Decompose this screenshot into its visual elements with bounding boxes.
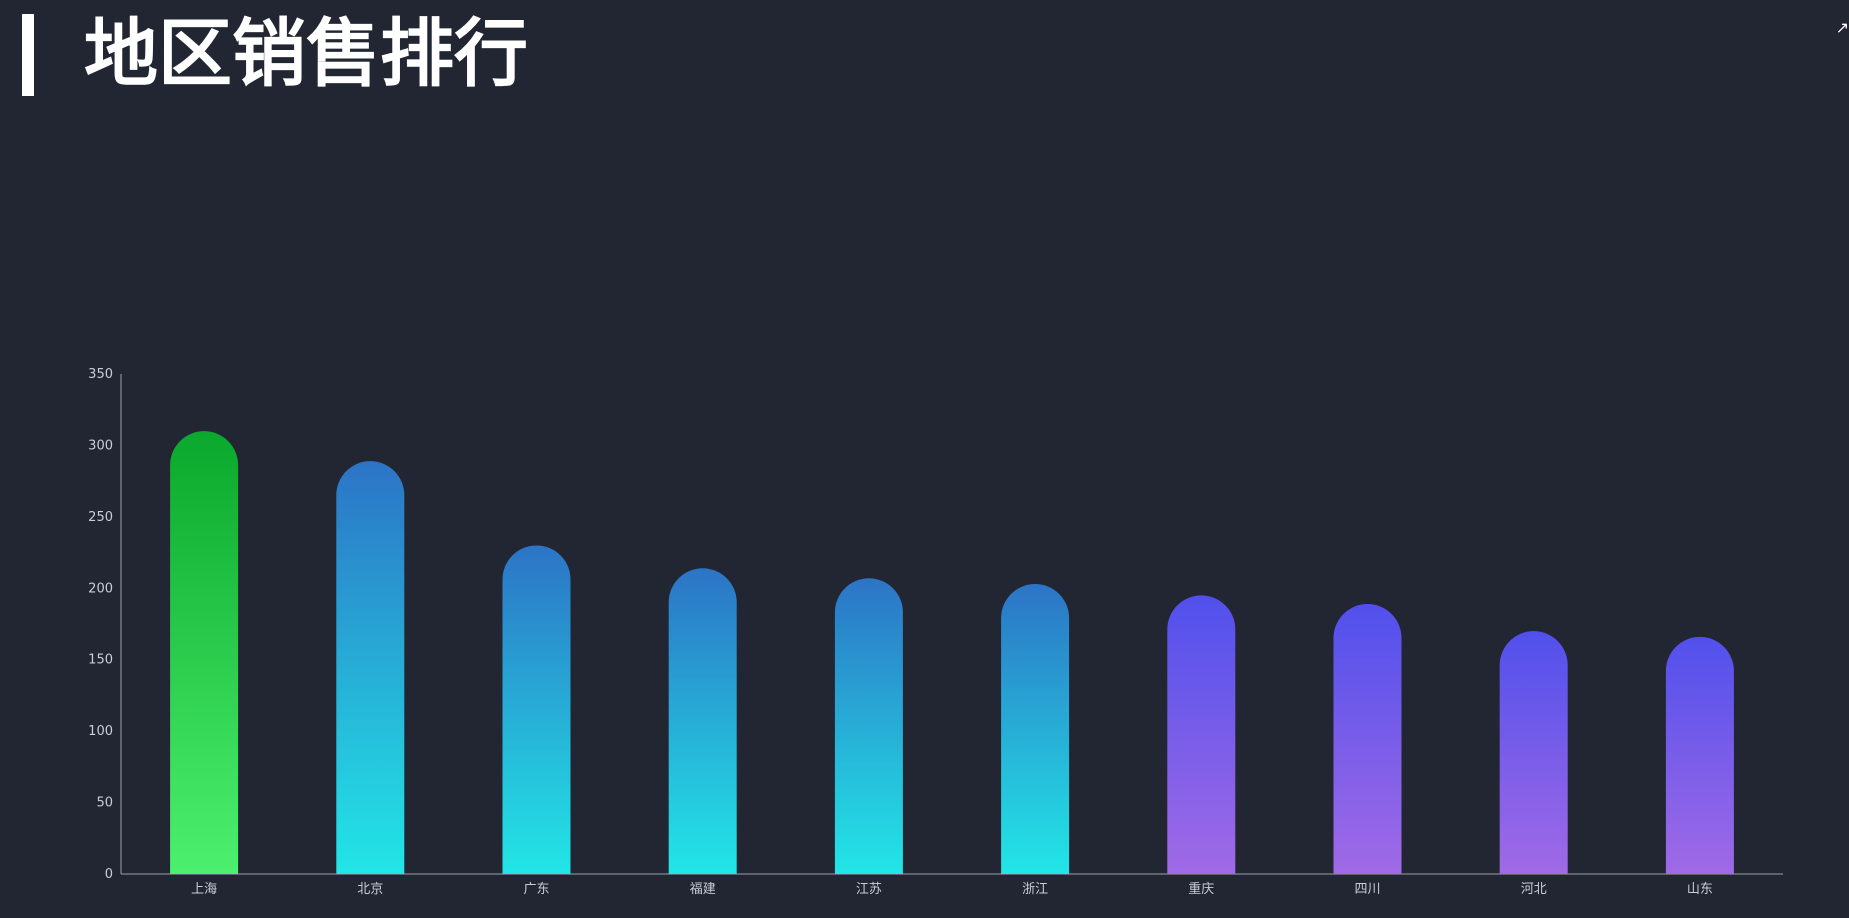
- x-tick-label: 福建: [690, 882, 716, 897]
- y-tick-label: 300: [88, 438, 113, 453]
- x-tick-label: 浙江: [1022, 882, 1048, 897]
- x-tick-label: 河北: [1521, 882, 1547, 897]
- bar-10[interactable]: [1665, 636, 1734, 874]
- title-accent-bar: [22, 14, 34, 96]
- x-tick-label: 江苏: [856, 881, 882, 897]
- bars-group: [170, 431, 1734, 874]
- x-axis: 上海 北京 广东 福建 江苏 浙江 重庆 四川 河北 山东: [121, 873, 1783, 897]
- x-tick-label: 山东: [1687, 882, 1713, 897]
- bar-1[interactable]: [170, 431, 239, 874]
- bar-9[interactable]: [1499, 631, 1568, 874]
- expand-icon[interactable]: ↗: [1835, 18, 1849, 37]
- bar-4[interactable]: [668, 568, 737, 874]
- x-tick-label: 上海: [191, 882, 217, 897]
- y-axis: 0 50 100 150 200 250 300 350: [88, 367, 122, 882]
- y-tick-label: 150: [88, 653, 113, 668]
- bar-5[interactable]: [834, 578, 903, 874]
- y-tick-label: 200: [88, 581, 113, 596]
- x-tick-label: 四川: [1354, 882, 1380, 897]
- x-tick-label: 北京: [357, 882, 383, 897]
- x-tick-label: 广东: [523, 882, 549, 897]
- y-tick-label: 0: [105, 867, 113, 882]
- page-title: 地区销售排行: [84, 11, 528, 97]
- bar-6[interactable]: [1001, 584, 1070, 874]
- bar-7[interactable]: [1167, 595, 1236, 874]
- x-tick-label: 重庆: [1188, 881, 1214, 897]
- bar-3[interactable]: [502, 545, 571, 874]
- y-tick-label: 350: [88, 367, 113, 382]
- bar-8[interactable]: [1333, 604, 1402, 874]
- y-tick-label: 50: [96, 796, 113, 811]
- y-tick-label: 100: [88, 724, 113, 739]
- y-tick-label: 250: [88, 510, 113, 525]
- bar-2[interactable]: [336, 461, 405, 874]
